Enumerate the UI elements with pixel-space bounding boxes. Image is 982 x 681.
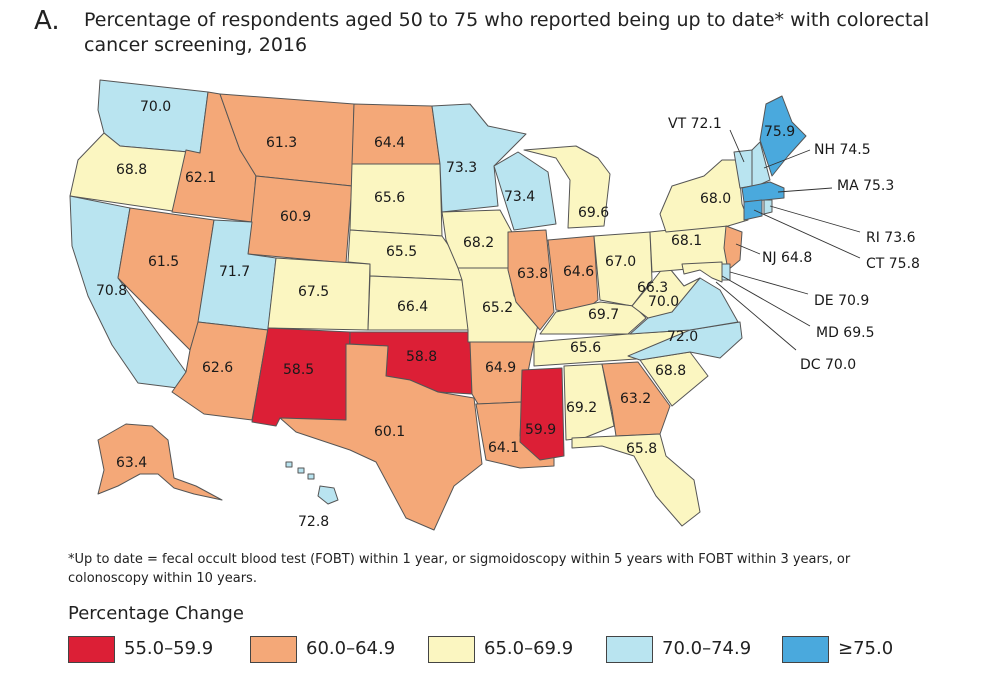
state-wv: [631, 263, 701, 319]
label-fl: 65.8: [626, 441, 657, 457]
state-hi: [317, 485, 339, 505]
label-ks: 66.4: [397, 299, 428, 315]
callout-vt: VT 72.1: [668, 116, 722, 132]
state-il: [507, 229, 555, 331]
label-la: 64.1: [488, 440, 519, 456]
legend-swatch-3: [428, 636, 475, 663]
callout-ri: RI 73.6: [866, 230, 916, 246]
legend-label-1: 55.0–59.9: [124, 638, 214, 659]
legend-title: Percentage Change: [68, 603, 244, 624]
label-al: 69.2: [566, 400, 597, 416]
state-de: [721, 263, 731, 281]
label-me: 75.9: [764, 124, 795, 140]
state-nd: [351, 103, 441, 165]
state-wi: [493, 151, 557, 231]
label-sc: 68.8: [655, 363, 686, 379]
label-ok: 58.8: [406, 349, 437, 365]
label-mt: 61.3: [266, 135, 297, 151]
legend-label-3: 65.0–69.9: [484, 638, 574, 659]
label-va: 70.0: [648, 294, 679, 310]
legend: 55.0–59.9 60.0–64.9 65.0–69.9 70.0–74.9 …: [68, 636, 968, 664]
label-tx: 60.1: [374, 424, 405, 440]
legend-swatch-4: [606, 636, 653, 663]
label-in: 64.6: [563, 264, 594, 280]
legend-label-4: 70.0–74.9: [662, 638, 752, 659]
label-mo: 65.2: [482, 300, 513, 316]
state-hi-islet-3: [307, 473, 315, 480]
map-title: Percentage of respondents aged 50 to 75 …: [84, 9, 930, 56]
label-ne: 65.5: [386, 244, 417, 260]
label-co: 67.5: [298, 284, 329, 300]
label-ak: 63.4: [116, 455, 147, 471]
state-ct: [743, 199, 763, 221]
us-choropleth-map: 70.0 68.8 70.8 61.5 62.1 61.3 60.9 71.7 …: [69, 79, 920, 531]
state-mi: [523, 145, 611, 229]
state-md: [681, 261, 723, 283]
label-nc: 72.0: [667, 329, 698, 345]
state-nj: [723, 225, 743, 271]
legend-swatch-2: [250, 636, 297, 663]
label-il: 63.8: [517, 266, 548, 282]
label-mn: 73.3: [446, 160, 477, 176]
label-ms: 59.9: [525, 422, 556, 438]
callout-nh: NH 74.5: [814, 142, 871, 158]
label-sd: 65.6: [374, 190, 405, 206]
label-pa: 68.1: [671, 233, 702, 249]
leader-dc: [715, 281, 797, 351]
label-mi: 69.6: [578, 205, 609, 221]
label-nd: 64.4: [374, 135, 405, 151]
state-oh: [593, 231, 653, 307]
leader-vt: [729, 129, 745, 163]
label-id: 62.1: [185, 170, 216, 186]
leader-nh: [763, 149, 811, 169]
leader-ct: [753, 209, 861, 259]
state-tx: [279, 343, 483, 531]
callout-ma: MA 75.3: [837, 178, 894, 194]
label-ia: 68.2: [463, 235, 494, 251]
state-ak: [97, 423, 223, 501]
legend-label-5: ≥75.0: [838, 638, 894, 659]
leader-md: [721, 275, 811, 327]
label-nm: 58.5: [283, 362, 314, 378]
label-ut: 71.7: [219, 264, 250, 280]
legend-label-2: 60.0–64.9: [306, 638, 396, 659]
state-ms: [519, 367, 565, 461]
callout-md: MD 69.5: [816, 325, 874, 341]
label-az: 62.6: [202, 360, 233, 376]
callout-nj: NJ 64.8: [762, 250, 812, 266]
label-tn: 65.6: [570, 340, 601, 356]
label-wi: 73.4: [504, 189, 535, 205]
state-hi-islet-2: [297, 467, 305, 474]
state-hi-islet-1: [285, 461, 293, 468]
callout-dc: DC 70.0: [800, 357, 856, 373]
label-ar: 64.9: [485, 360, 516, 376]
label-ky: 69.7: [588, 307, 619, 323]
state-ri: [763, 199, 773, 215]
label-ny: 68.0: [700, 191, 731, 207]
label-nv: 61.5: [148, 254, 179, 270]
leader-ma: [777, 187, 833, 193]
label-ga: 63.2: [620, 391, 651, 407]
state-al: [563, 363, 615, 441]
legend-swatch-5: [782, 636, 829, 663]
label-oh: 67.0: [605, 254, 636, 270]
label-ca: 70.8: [96, 283, 127, 299]
label-or: 68.8: [116, 162, 147, 178]
leader-nj: [735, 243, 761, 255]
leader-de: [729, 271, 809, 295]
state-nh: [751, 141, 771, 189]
label-wa: 70.0: [140, 99, 171, 115]
footnote: *Up to date = fecal occult blood test (F…: [68, 552, 851, 586]
panel-letter: A.: [34, 6, 60, 36]
callout-de: DE 70.9: [814, 293, 869, 309]
state-me: [759, 95, 807, 177]
legend-swatch-1: [68, 636, 115, 663]
label-wy: 60.9: [280, 209, 311, 225]
callout-ct: CT 75.8: [866, 256, 920, 272]
label-wv: 66.3: [637, 280, 668, 296]
state-fl: [571, 433, 701, 527]
label-hi: 72.8: [298, 514, 329, 530]
leader-ri: [769, 205, 861, 233]
state-ma: [741, 181, 785, 203]
